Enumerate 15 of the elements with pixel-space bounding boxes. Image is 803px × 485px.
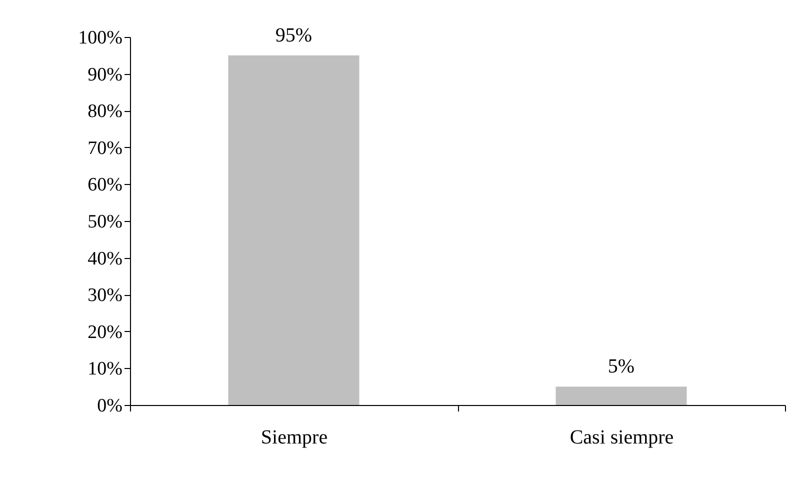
x-tick-label: Casi siempre bbox=[570, 426, 674, 448]
data-label: 95% bbox=[275, 24, 312, 46]
y-tick-label: 20% bbox=[88, 322, 123, 343]
data-label: 5% bbox=[608, 356, 635, 378]
y-tick-label: 10% bbox=[88, 358, 123, 380]
y-tick-label: 0% bbox=[97, 396, 123, 416]
y-tick-label: 80% bbox=[88, 101, 123, 122]
y-tick-label: 60% bbox=[88, 174, 123, 196]
y-tick-label: 100% bbox=[78, 28, 123, 48]
y-tick-label: 50% bbox=[88, 212, 123, 232]
y-tick-label: 30% bbox=[88, 285, 123, 306]
y-tick-label: 70% bbox=[88, 138, 123, 159]
x-tick-label: Siempre bbox=[260, 426, 328, 448]
y-tick-label: 90% bbox=[88, 64, 123, 86]
y-tick-label: 40% bbox=[88, 248, 123, 270]
